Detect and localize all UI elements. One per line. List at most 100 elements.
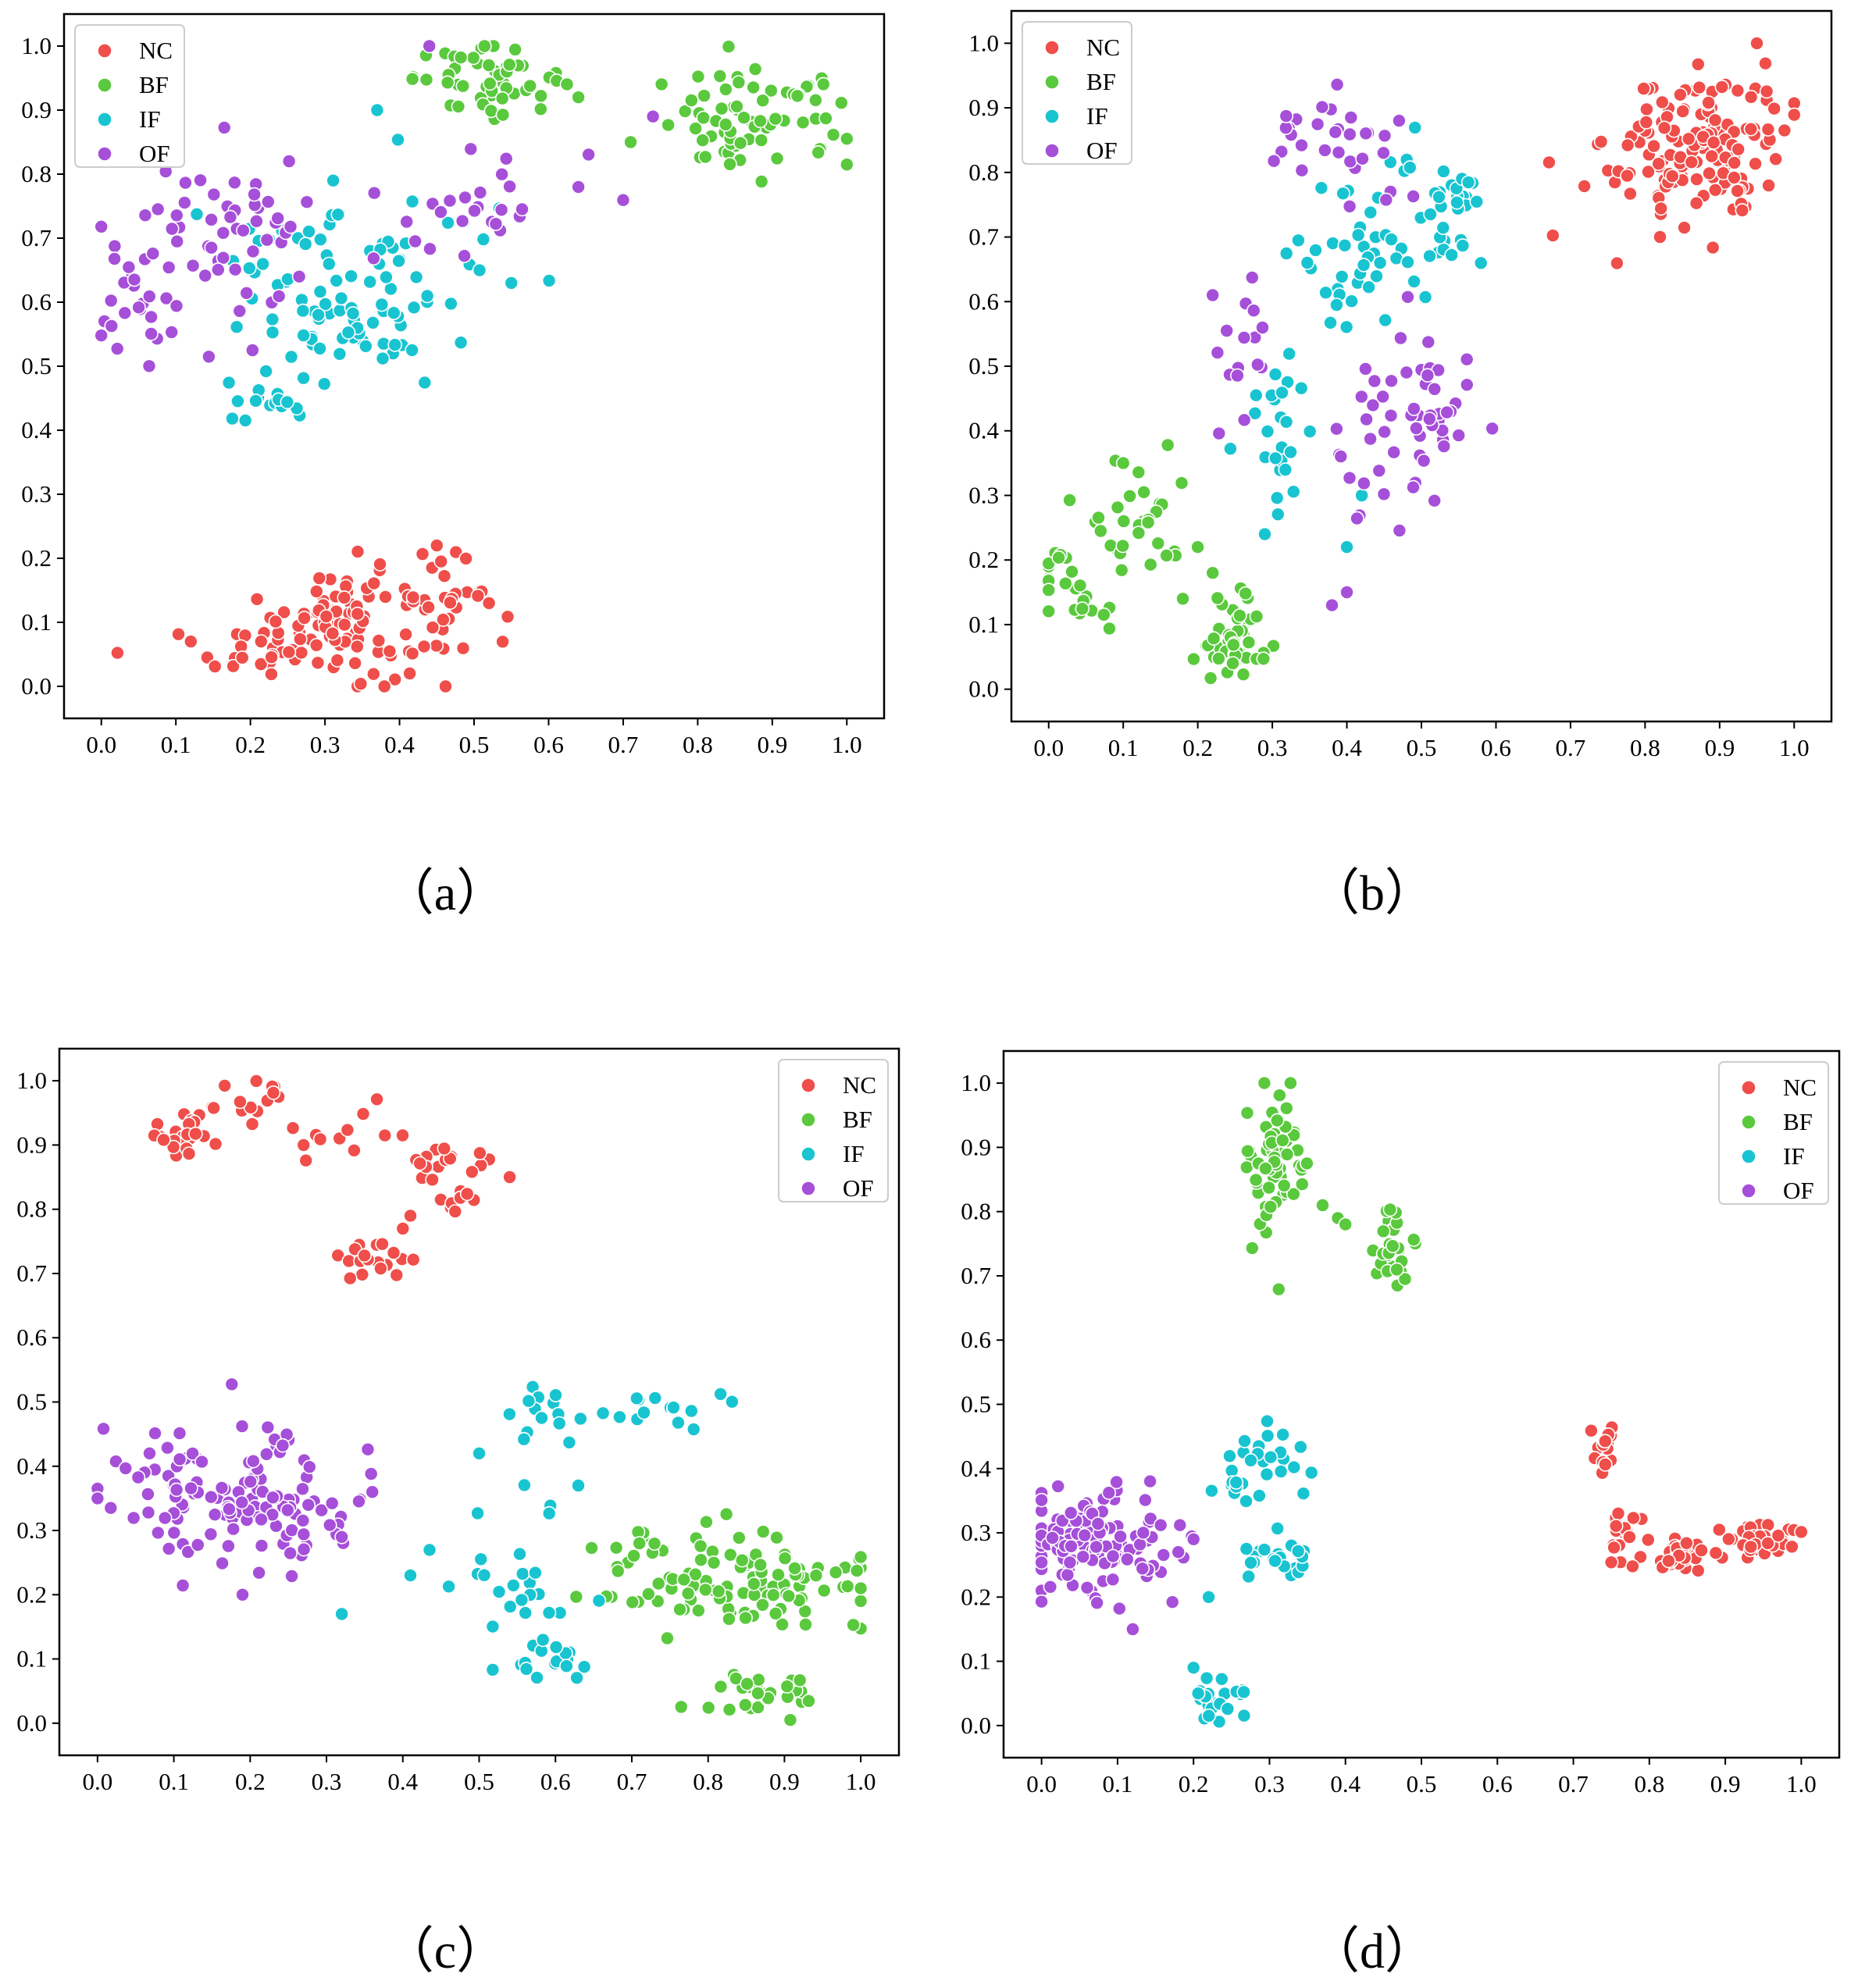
y-tick-label: 0.9 <box>961 1133 991 1160</box>
point-of <box>280 1502 295 1518</box>
point-nc <box>1707 112 1723 128</box>
point-nc <box>1633 1549 1648 1565</box>
x-tick-label: 0.4 <box>1332 734 1362 761</box>
y-tick-label: 0.4 <box>968 417 999 444</box>
point-of <box>1255 320 1270 335</box>
point-nc <box>1598 1457 1613 1472</box>
point-of <box>166 1525 182 1541</box>
legend-marker-if <box>97 112 112 127</box>
point-if <box>295 303 311 319</box>
point-nc <box>416 639 432 654</box>
point-of <box>463 141 479 157</box>
point-if <box>1363 205 1378 220</box>
y-tick-label: 0.1 <box>16 1645 47 1673</box>
point-bf <box>712 69 728 84</box>
point-if <box>403 1568 418 1583</box>
point-nc <box>156 1132 171 1148</box>
point-of <box>1459 351 1475 367</box>
point-bf <box>1140 515 1156 530</box>
point-if <box>330 207 346 223</box>
point-if <box>534 1410 549 1426</box>
point-of <box>1236 330 1252 345</box>
point-of <box>1406 189 1421 204</box>
legend-marker-bf <box>801 1112 816 1128</box>
point-of <box>254 1512 269 1527</box>
point-of <box>232 303 248 319</box>
point-nc <box>1691 57 1706 72</box>
point-if <box>265 325 280 340</box>
point-if <box>1291 233 1306 248</box>
point-of <box>109 341 125 356</box>
point-bf <box>1065 564 1079 579</box>
point-bf <box>508 42 522 57</box>
point-nc <box>1608 1519 1624 1534</box>
point-bf <box>775 1617 790 1632</box>
point-of <box>283 1545 298 1561</box>
point-of <box>455 213 470 229</box>
x-tick-label: 0.5 <box>459 731 490 758</box>
point-if <box>1407 120 1422 135</box>
point-if <box>541 1605 557 1620</box>
point-nc <box>1743 90 1759 105</box>
point-of <box>259 232 275 248</box>
point-of <box>121 259 137 275</box>
point-bf <box>1275 1133 1290 1148</box>
axis-ticks: 0.0 0.1 0.2 0.3 0.4 0.5 0.6 0.7 0.8 0.9 1.0 0.0 0.1 0… <box>16 1067 876 1795</box>
legend: NC BF IF OF <box>1022 21 1132 165</box>
point-of <box>185 1446 200 1461</box>
point-if <box>333 290 349 306</box>
point-bf <box>571 90 586 105</box>
point-of <box>1355 151 1370 166</box>
point-if <box>1329 297 1344 312</box>
y-tick-label: 0.8 <box>961 1198 991 1225</box>
panel-c: 0.0 0.1 0.2 0.3 0.4 0.5 0.6 0.7 0.8 0.9 1.0 0.0 0.1 0… <box>16 1047 900 1979</box>
x-tick-label: 0.0 <box>1026 1770 1057 1797</box>
point-of <box>1393 330 1408 346</box>
point-bf <box>501 57 517 73</box>
point-of <box>157 1510 173 1526</box>
point-of <box>1109 1474 1124 1490</box>
point-nc <box>1681 131 1696 147</box>
point-if <box>1283 444 1298 460</box>
point-nc <box>285 1120 301 1135</box>
point-bf <box>1122 488 1137 504</box>
x-tick-label: 0.1 <box>159 1768 189 1795</box>
point-of <box>1120 1552 1135 1567</box>
point-if <box>1243 1555 1258 1570</box>
point-of <box>1375 389 1390 404</box>
point-of <box>1325 597 1339 613</box>
point-if <box>369 102 385 118</box>
point-nc <box>350 544 366 559</box>
point-if <box>686 1422 701 1437</box>
point-if <box>1339 319 1354 335</box>
point-bf <box>763 83 779 98</box>
legend-box <box>1022 21 1132 165</box>
point-of <box>1376 145 1391 161</box>
point-bf <box>1051 550 1066 565</box>
point-nc <box>458 550 473 566</box>
y-tick-label: 0.7 <box>968 223 999 251</box>
point-of <box>244 343 260 358</box>
point-if <box>1249 387 1264 403</box>
point-nc <box>1639 102 1654 117</box>
point-if <box>1237 1434 1252 1448</box>
point-nc <box>1767 101 1781 116</box>
legend-marker-nc <box>801 1078 816 1093</box>
point-of <box>1357 476 1371 491</box>
point-nc <box>405 1252 421 1267</box>
y-tick-label: 0.9 <box>968 94 999 121</box>
point-of <box>172 1452 187 1467</box>
point-bf <box>711 1584 726 1599</box>
point-bf <box>1300 1156 1314 1171</box>
point-if <box>1269 490 1285 506</box>
point-of <box>243 1474 259 1489</box>
point-of <box>235 1587 250 1602</box>
point-bf <box>654 77 669 92</box>
point-if <box>391 132 405 148</box>
point-bf <box>1160 437 1175 453</box>
point-nc <box>337 617 352 632</box>
y-tick-label: 0.3 <box>968 481 999 508</box>
point-bf <box>714 101 729 116</box>
point-bf <box>697 1582 713 1598</box>
point-if <box>571 1478 586 1493</box>
